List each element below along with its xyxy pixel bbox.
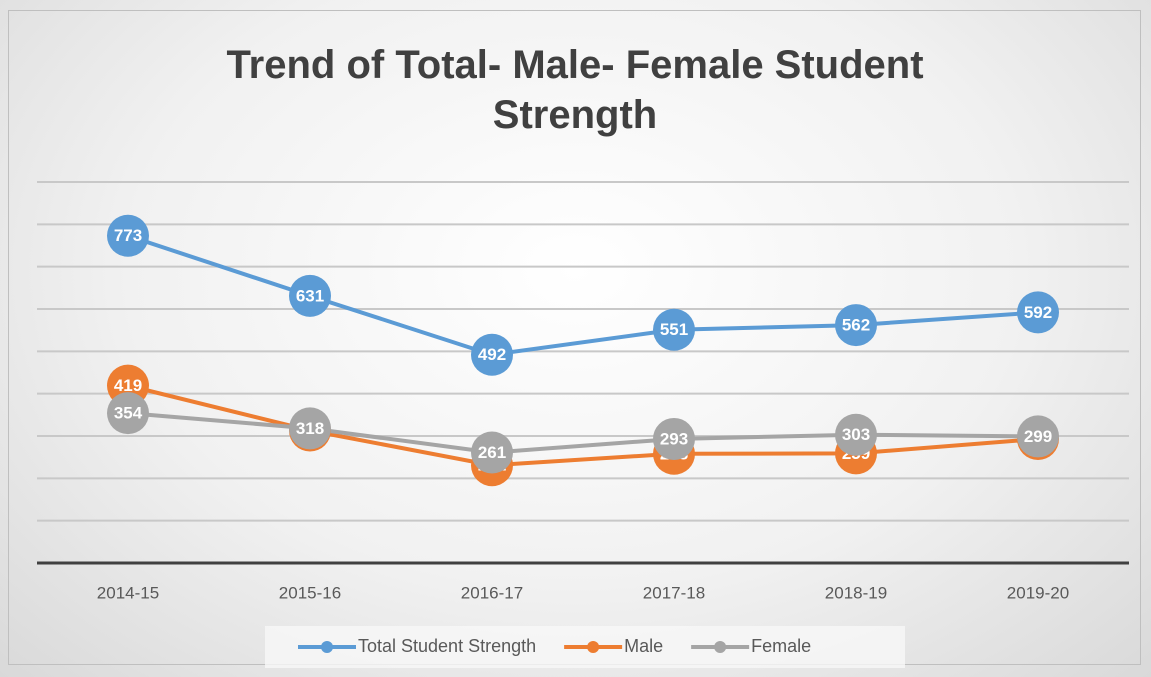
data-label: 293 [660, 429, 688, 448]
legend-label: Male [624, 636, 663, 656]
data-label: 551 [660, 320, 688, 339]
x-tick-label: 2015-16 [279, 583, 341, 602]
x-tick-label: 2018-19 [825, 583, 887, 602]
data-label: 318 [296, 419, 324, 438]
data-point [289, 274, 331, 317]
chart-title: Trend of Total- Male- Female Student Str… [226, 43, 924, 137]
data-label: 492 [478, 345, 506, 364]
legend-marker [587, 641, 600, 653]
data-label: 303 [842, 425, 870, 444]
legend-marker [714, 641, 727, 653]
legend-marker [321, 641, 333, 653]
data-point [835, 304, 877, 347]
x-tick-label: 2016-17 [461, 583, 523, 602]
data-label: 354 [114, 404, 143, 423]
data-point [107, 392, 149, 435]
x-tick-label: 2017-18 [643, 583, 705, 602]
data-point [1017, 415, 1059, 458]
data-label: 592 [1024, 303, 1052, 322]
data-label: 773 [114, 226, 142, 245]
data-point [107, 214, 149, 257]
data-label: 631 [296, 286, 324, 305]
data-point [471, 333, 513, 376]
data-point [835, 413, 877, 456]
series-line [127, 383, 1039, 468]
legend-label: Total Student Strength [358, 636, 536, 656]
data-label: 562 [842, 316, 870, 335]
data-label: 299 [1024, 427, 1052, 446]
data-point [471, 431, 513, 474]
x-tick-label: 2014-15 [97, 583, 159, 602]
data-label: 419 [114, 376, 142, 395]
data-point [1017, 291, 1059, 334]
data-label: 261 [478, 443, 506, 462]
x-tick-label: 2019-20 [1007, 583, 1069, 602]
series-line [127, 233, 1039, 357]
series-line [127, 411, 1039, 455]
data-point [653, 417, 695, 460]
legend-label: Female [751, 636, 811, 656]
data-point [289, 407, 331, 450]
data-point [653, 308, 695, 351]
